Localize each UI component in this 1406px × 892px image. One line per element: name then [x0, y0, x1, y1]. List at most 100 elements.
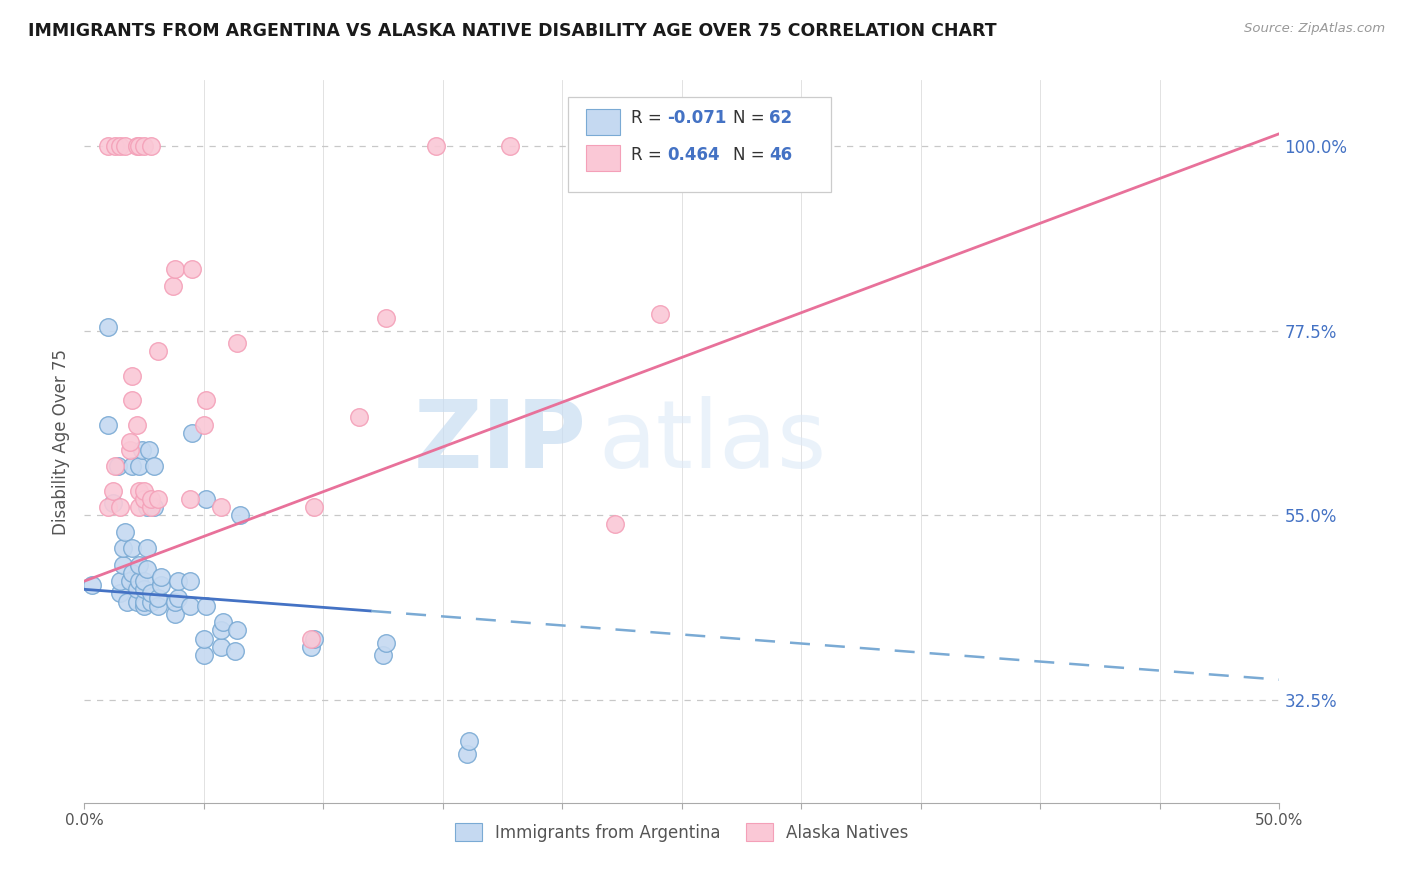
Text: Source: ZipAtlas.com: Source: ZipAtlas.com [1244, 22, 1385, 36]
Point [97, 500, 120, 515]
Text: ZIP: ZIP [413, 395, 586, 488]
Point [110, 500, 132, 515]
Point [121, 393, 143, 408]
Legend: Immigrants from Argentina, Alaska Natives: Immigrants from Argentina, Alaska Native… [449, 817, 915, 848]
Point [650, 307, 672, 321]
Point [165, 262, 187, 277]
Text: R =: R = [630, 109, 666, 127]
Point [132, 599, 156, 613]
Point [118, 574, 141, 588]
Point [301, 632, 323, 646]
Point [101, 483, 124, 498]
Point [142, 459, 165, 474]
Point [117, 594, 139, 608]
Point [128, 483, 150, 498]
Point [110, 139, 132, 153]
Point [181, 426, 204, 441]
Point [125, 582, 148, 597]
Point [165, 607, 187, 621]
Point [209, 500, 232, 515]
Point [101, 496, 124, 510]
Point [165, 594, 187, 608]
Point [141, 586, 163, 600]
Point [135, 541, 157, 556]
Point [229, 508, 252, 523]
Point [132, 582, 156, 597]
Point [195, 491, 218, 506]
Text: R =: R = [630, 146, 666, 164]
Point [121, 459, 143, 474]
Point [425, 139, 447, 153]
Point [118, 442, 141, 457]
Point [458, 734, 481, 748]
Point [97, 418, 120, 433]
Point [121, 368, 143, 383]
Point [226, 336, 249, 351]
Point [97, 319, 120, 334]
Point [499, 139, 522, 153]
Point [114, 139, 136, 153]
Point [181, 262, 204, 277]
FancyBboxPatch shape [586, 109, 620, 136]
Point [132, 574, 156, 588]
Point [118, 434, 141, 449]
Point [374, 311, 396, 326]
Point [212, 615, 235, 630]
Point [141, 594, 163, 608]
Point [128, 139, 150, 153]
Point [302, 500, 325, 515]
Point [132, 139, 156, 153]
Point [193, 632, 215, 646]
Point [125, 418, 148, 433]
Point [148, 591, 170, 605]
Point [209, 624, 232, 638]
Point [148, 344, 170, 359]
Point [111, 558, 134, 572]
Point [135, 562, 157, 576]
Point [104, 459, 127, 474]
Point [111, 541, 134, 556]
Point [301, 640, 323, 654]
Point [195, 599, 218, 613]
Point [149, 578, 172, 592]
Point [148, 599, 170, 613]
Point [179, 574, 201, 588]
Point [149, 570, 172, 584]
Text: 62: 62 [769, 109, 792, 127]
Point [132, 594, 156, 608]
Point [80, 578, 103, 592]
Text: IMMIGRANTS FROM ARGENTINA VS ALASKA NATIVE DISABILITY AGE OVER 75 CORRELATION CH: IMMIGRANTS FROM ARGENTINA VS ALASKA NATI… [28, 22, 997, 40]
Point [456, 747, 478, 761]
Point [166, 574, 188, 588]
Text: 46: 46 [769, 146, 792, 164]
Point [603, 516, 626, 531]
Point [224, 644, 246, 658]
Point [302, 632, 325, 646]
Point [135, 500, 157, 515]
FancyBboxPatch shape [568, 97, 831, 193]
Text: 0.464: 0.464 [668, 146, 720, 164]
Point [132, 483, 156, 498]
Point [166, 591, 188, 605]
Point [142, 500, 165, 515]
Point [107, 459, 129, 474]
Point [179, 491, 201, 506]
Point [349, 409, 371, 424]
Point [128, 558, 150, 572]
Text: atlas: atlas [599, 395, 827, 488]
FancyBboxPatch shape [586, 145, 620, 171]
Point [148, 491, 170, 506]
Point [110, 586, 132, 600]
Text: N =: N = [734, 109, 770, 127]
Point [125, 594, 148, 608]
Point [128, 574, 150, 588]
Point [121, 541, 143, 556]
Point [141, 139, 163, 153]
Point [128, 459, 150, 474]
Point [121, 566, 143, 580]
Point [128, 500, 150, 515]
Point [193, 648, 215, 662]
Point [162, 278, 184, 293]
Y-axis label: Disability Age Over 75: Disability Age Over 75 [52, 349, 70, 534]
Point [138, 442, 160, 457]
